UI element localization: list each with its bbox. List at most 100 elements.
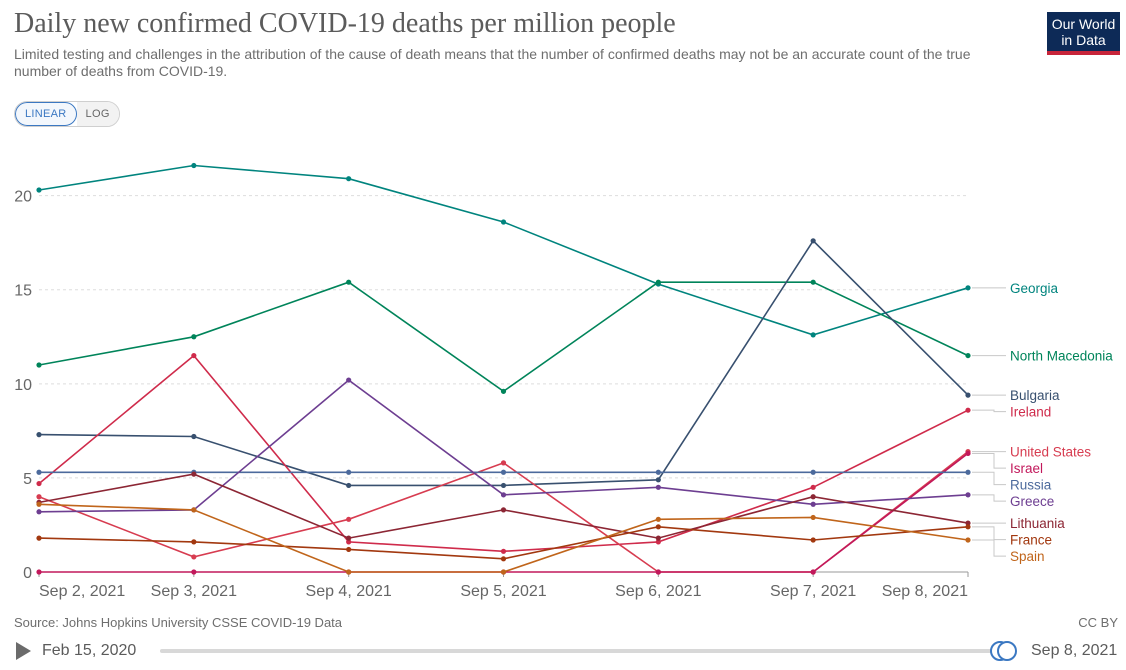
data-point <box>346 279 352 285</box>
data-point <box>810 569 816 575</box>
data-point <box>810 501 816 507</box>
x-tick-label: Sep 5, 2021 <box>460 583 546 600</box>
data-point <box>36 187 42 193</box>
series-north-macedonia <box>36 279 971 394</box>
legend-label: Israel <box>1010 461 1043 476</box>
data-point <box>500 556 507 562</box>
timeline-end-handle[interactable] <box>997 641 1017 661</box>
y-tick-label: 5 <box>23 471 32 488</box>
x-tick-label: Sep 2, 2021 <box>39 583 125 600</box>
legend-label: Bulgaria <box>1010 388 1060 403</box>
chart-subtitle: Limited testing and challenges in the at… <box>14 46 971 79</box>
data-point <box>36 494 42 500</box>
series-georgia <box>36 162 971 338</box>
data-point <box>191 334 197 340</box>
legend-connector <box>972 471 1006 486</box>
play-icon[interactable] <box>16 642 31 660</box>
data-point <box>965 450 971 457</box>
data-point <box>346 482 352 489</box>
data-point <box>965 537 971 543</box>
data-point <box>655 569 661 575</box>
data-point <box>36 469 42 475</box>
data-point <box>965 392 971 398</box>
timeline-start-date: Feb 15, 2020 <box>42 642 137 659</box>
data-point <box>810 279 816 285</box>
legend-connector <box>972 452 1006 469</box>
data-point <box>965 407 971 413</box>
data-point <box>965 285 971 291</box>
data-point <box>965 352 971 359</box>
data-point <box>500 219 507 225</box>
timeline: Feb 15, 2020 Sep 8, 2021 <box>0 636 1126 668</box>
legend-label: Ireland <box>1010 405 1051 420</box>
legend-connector <box>972 409 1006 413</box>
data-point <box>500 492 507 498</box>
data-point <box>191 539 197 545</box>
x-tick-label: Sep 6, 2021 <box>615 583 701 600</box>
data-point <box>36 480 42 487</box>
data-point <box>655 469 661 475</box>
legend-label: Georgia <box>1010 281 1059 296</box>
timeline-end-date: Sep 8, 2021 <box>1031 642 1118 659</box>
series-bulgaria <box>36 238 971 489</box>
data-point <box>810 332 816 338</box>
data-point <box>655 484 661 490</box>
data-point <box>500 469 507 475</box>
data-point <box>346 516 352 522</box>
series-line <box>38 525 969 560</box>
data-point <box>346 377 352 383</box>
data-point <box>500 388 507 394</box>
data-point <box>655 477 661 483</box>
series-israel <box>36 450 971 575</box>
linear-scale-button[interactable]: LINEAR <box>15 102 77 126</box>
x-tick-label: Sep 4, 2021 <box>306 583 392 600</box>
y-tick-label: 15 <box>14 283 32 300</box>
data-point <box>810 537 816 543</box>
data-point <box>965 492 971 498</box>
series-ireland <box>36 352 971 554</box>
data-point <box>810 494 816 500</box>
series-greece <box>36 377 971 515</box>
series-lithuania <box>36 471 971 541</box>
log-scale-button[interactable]: LOG <box>76 102 119 126</box>
series-line <box>38 379 969 513</box>
data-point <box>191 569 197 575</box>
data-point <box>500 507 507 513</box>
data-point <box>191 554 197 560</box>
logo-line-2: in Data <box>1061 32 1106 48</box>
chart-title: Daily new confirmed COVID-19 deaths per … <box>14 8 676 39</box>
data-point <box>655 279 661 285</box>
logo-line-1: Our World <box>1051 16 1116 32</box>
data-point <box>36 362 42 368</box>
license-link[interactable]: CC BY <box>1078 615 1118 630</box>
series-line <box>38 354 969 553</box>
scale-toggle: LINEAR LOG <box>14 101 120 127</box>
data-point <box>191 471 197 477</box>
data-point <box>36 569 42 575</box>
series-spain <box>36 501 971 575</box>
series-russia <box>36 469 971 475</box>
data-point <box>655 539 661 545</box>
data-point <box>810 238 816 244</box>
timeline-track[interactable] <box>160 649 1005 653</box>
series-line <box>38 239 969 487</box>
legend-connector <box>972 526 1006 541</box>
data-point <box>346 176 352 182</box>
data-point <box>36 501 42 507</box>
series-line <box>38 164 969 336</box>
legend-label: North Macedonia <box>1010 349 1113 364</box>
legend-label: United States <box>1010 445 1091 460</box>
data-point <box>655 524 661 530</box>
line-chart[interactable]: 0 5 10 15 20 Sep 2, 2021 Sep 3, 2021 Sep 4, 202… <box>0 140 1126 610</box>
legend-connector <box>972 539 1006 557</box>
data-point <box>191 507 197 513</box>
data-point <box>500 569 507 575</box>
x-tick-label: Sep 7, 2021 <box>770 583 856 600</box>
owid-logo[interactable]: Our World in Data <box>1047 12 1120 55</box>
x-tick-label: Sep 8, 2021 <box>882 583 968 600</box>
y-tick-label: 20 <box>14 189 32 206</box>
series-line <box>38 281 969 393</box>
source-note[interactable]: Source: Johns Hopkins University CSSE CO… <box>14 615 343 630</box>
x-tick-label: Sep 3, 2021 <box>151 583 237 600</box>
data-point <box>191 352 197 359</box>
